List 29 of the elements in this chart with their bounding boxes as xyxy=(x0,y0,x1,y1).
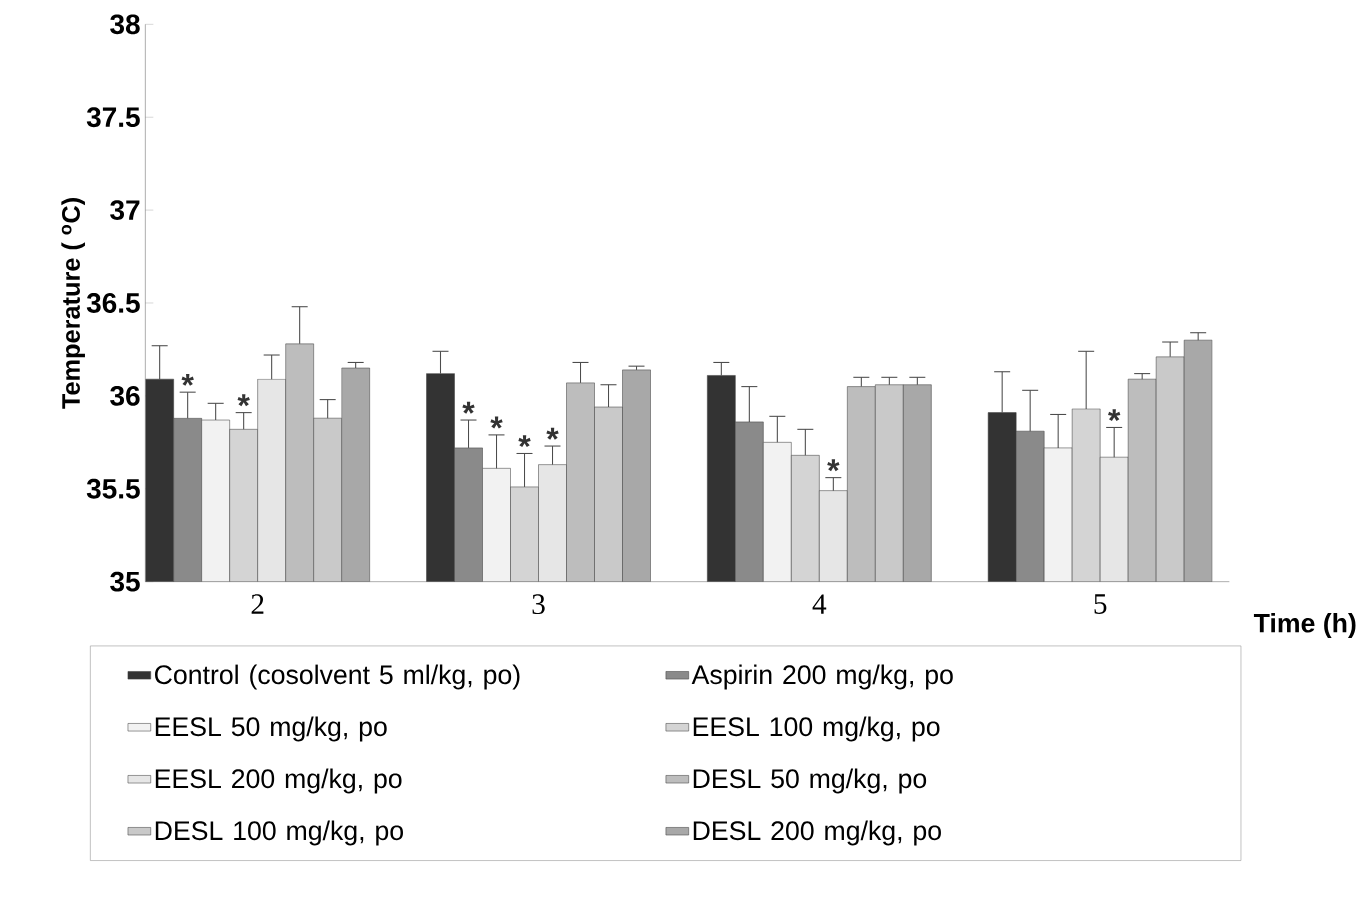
data-label: * xyxy=(490,416,503,429)
x-tick-label: 3 xyxy=(532,594,545,615)
y-tick-label: 38 xyxy=(110,14,140,35)
x-tick-label: 5 xyxy=(1094,594,1107,614)
y-tick-label: 35 xyxy=(110,571,140,592)
y-tick-label: 37.5 xyxy=(86,107,140,128)
y-tick-label: 36 xyxy=(110,385,140,406)
legend-label: Aspirin 200 mg/kg, po xyxy=(691,664,953,690)
legend-label: EESL 200 mg/kg, po xyxy=(155,768,402,794)
data-label: * xyxy=(827,459,840,472)
x-tick-label: 2 xyxy=(251,594,264,614)
y-tick-label: 36.5 xyxy=(86,293,140,313)
legend-label: EESL 100 mg/kg, po xyxy=(693,716,940,742)
y-tick-label: 35.5 xyxy=(86,478,140,499)
legend-label: DESL 200 mg/kg, po xyxy=(693,820,941,846)
data-label: * xyxy=(1108,409,1121,422)
data-label: * xyxy=(181,373,194,386)
legend-label: DESL 50 mg/kg, po xyxy=(693,768,927,794)
legend-label: DESL 100 mg/kg, po xyxy=(155,820,403,846)
data-label: * xyxy=(518,435,531,448)
data-label: * xyxy=(462,401,475,414)
y-axis-title: Temperature ( $^{o}$C) xyxy=(61,198,85,409)
data-label: * xyxy=(546,427,559,440)
x-tick-label: 4 xyxy=(812,594,827,614)
y-tick-label: 37 xyxy=(110,200,140,221)
legend-label: EESL 50 mg/kg, po xyxy=(155,716,387,742)
legend-label: Control (cosolvent 5 ml/kg, po) xyxy=(155,664,520,690)
x-axis-title: Time (h) xyxy=(1253,613,1356,638)
data-label: * xyxy=(237,394,250,407)
